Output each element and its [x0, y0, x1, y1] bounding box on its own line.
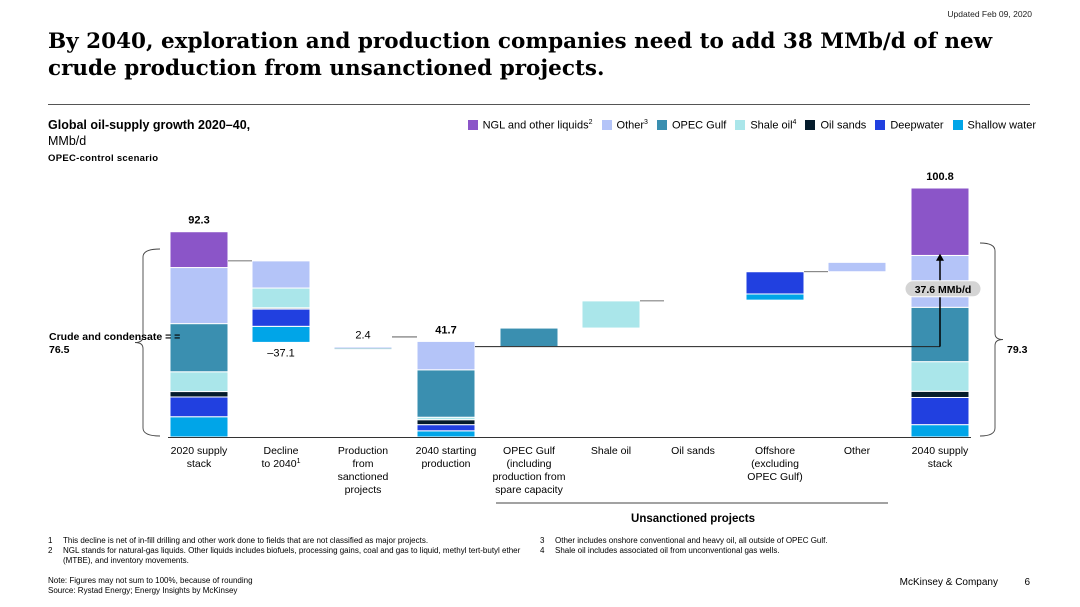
data-label: 2.4	[355, 330, 370, 342]
bar-segment	[827, 261, 887, 273]
callout-label: 37.6 MMb/d	[915, 284, 972, 296]
callout-pill	[904, 280, 982, 298]
bar-segment	[169, 416, 229, 438]
source-line: Source: Rystad Energy; Energy Insights b…	[48, 586, 238, 595]
page-number: 6	[1024, 577, 1030, 588]
category-label: Decline to 20401	[262, 445, 301, 470]
bar-segment	[499, 327, 559, 348]
category-label: 2020 supply stack	[171, 445, 228, 470]
legend-label: Shallow water	[967, 119, 1036, 132]
bar-segment	[333, 346, 393, 349]
bar-segment	[169, 391, 229, 398]
bar-segment	[416, 424, 476, 432]
left-brace	[134, 248, 161, 437]
bar-segment	[251, 308, 311, 327]
bar-segment	[169, 371, 229, 393]
legend-swatch	[601, 120, 612, 131]
brand-name: McKinsey & Company	[899, 577, 998, 588]
bar-segment	[169, 323, 229, 373]
legend-label: NGL and other liquids2	[482, 119, 593, 132]
category-label: OPEC Gulf (including production from spare …	[493, 445, 566, 496]
data-label: –37.1	[267, 347, 295, 359]
bar-segment	[416, 369, 476, 418]
legend-item-oil-sands: Oil sands	[805, 119, 866, 132]
category-label: Production from sanctioned projects	[338, 445, 389, 496]
legend-item-deepwater: Deepwater	[875, 119, 944, 132]
scenario-label: OPEC-control scenario	[48, 153, 159, 164]
source-note: Note: Figures may not sum to 100%, becau…	[48, 576, 253, 596]
title-divider	[48, 104, 1030, 105]
bar-segment	[663, 299, 723, 302]
rounding-note: Note: Figures may not sum to 100%, becau…	[48, 576, 253, 585]
bar-segment	[416, 340, 476, 371]
bar-segment	[910, 424, 970, 438]
legend-label: Oil sands	[820, 119, 867, 132]
bar-segment	[745, 293, 805, 301]
bar-segment	[910, 361, 970, 392]
legend-label: OPEC Gulf	[671, 119, 727, 132]
category-label: Other	[844, 445, 871, 457]
bar-segment	[910, 390, 970, 398]
updated-date: Updated Feb 09, 2020	[947, 9, 1032, 19]
bar-segment	[251, 287, 311, 309]
bar-segment	[910, 396, 970, 426]
bar-segment	[416, 430, 476, 438]
bar-segment	[251, 260, 311, 289]
bar-segment	[169, 396, 229, 418]
legend-swatch	[805, 120, 816, 131]
chart-title: Global oil-supply growth 2020–40,	[48, 118, 251, 132]
arrow-head	[936, 253, 944, 261]
footnote-3: 3 Other includes onshore conventional and…	[540, 536, 828, 545]
bar-segment	[581, 300, 641, 329]
crude-2040-value: 79.3	[1007, 344, 1028, 356]
category-label: Oil sands	[671, 445, 715, 457]
bar-segment	[416, 419, 476, 426]
legend-item-ngl: NGL and other liquids2	[467, 119, 593, 132]
legend-item-other: Other3	[601, 119, 648, 132]
legend-label: Deepwater	[890, 119, 944, 132]
bar-segment	[169, 267, 229, 325]
legend-label: Shale oil4	[750, 119, 797, 132]
chart-legend: NGL and other liquids2 Other3 OPEC Gulf …	[467, 119, 1036, 132]
data-label: 100.8	[926, 171, 954, 183]
legend-swatch	[656, 120, 667, 131]
category-label: 2040 starting production	[416, 445, 477, 470]
legend-swatch	[952, 120, 963, 131]
category-label: Offshore (excluding OPEC Gulf)	[747, 445, 802, 483]
data-label: 41.7	[435, 324, 456, 336]
chart-units: MMb/d	[48, 134, 87, 148]
footnote-2: 2 NGL stands for natural-gas liquids. Oth…	[48, 546, 521, 565]
data-label: 92.3	[188, 215, 209, 227]
bar-segment	[910, 187, 970, 256]
legend-swatch	[875, 120, 886, 131]
legend-item-shallow-water: Shallow water	[952, 119, 1036, 132]
page-title: By 2040, exploration and production comp…	[48, 29, 993, 81]
crude-2020-label: Crude and condensate = = 76.5	[49, 331, 180, 356]
legend-swatch	[467, 120, 478, 131]
legend-label: Other3	[616, 119, 648, 132]
legend-swatch	[735, 120, 746, 131]
bar-segment	[745, 271, 805, 295]
category-label: Shale oil	[591, 445, 631, 457]
footnote-1: 1 This decline is net of in-fill drilling…	[48, 536, 429, 545]
footnote-4: 4 Shale oil includes associated oil from …	[540, 546, 780, 555]
group-label: Unsanctioned projects	[631, 513, 755, 525]
legend-item-shale-oil: Shale oil4	[735, 119, 796, 132]
bar-segment	[169, 231, 229, 269]
right-brace	[979, 242, 1004, 437]
legend-item-opec-gulf: OPEC Gulf	[656, 119, 727, 132]
category-label: 2040 supply stack	[912, 445, 969, 470]
bar-segment	[251, 325, 311, 343]
